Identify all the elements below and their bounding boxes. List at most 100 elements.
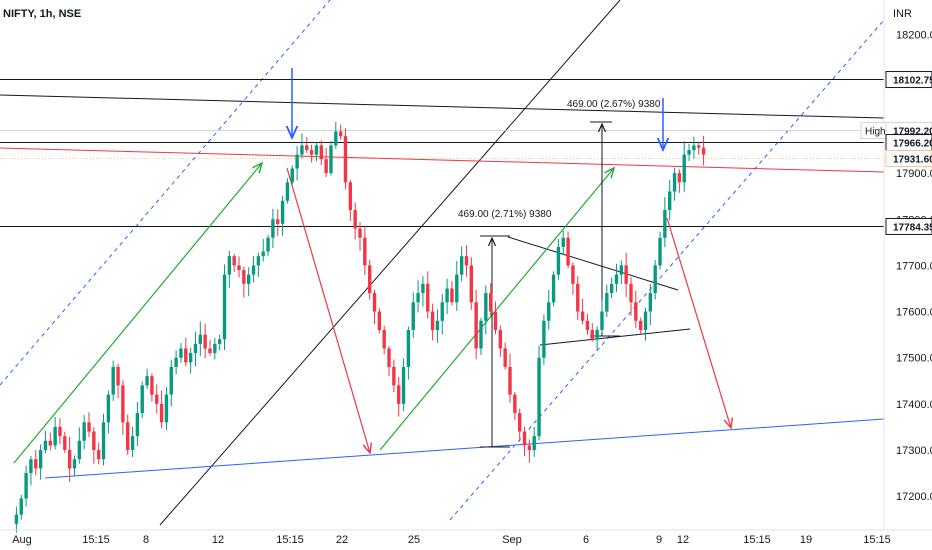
candle-body — [164, 394, 169, 423]
candle-body — [406, 330, 411, 367]
candle-body — [324, 159, 328, 174]
price-tag-box — [885, 217, 932, 235]
candle-body — [474, 302, 478, 349]
candle-body — [309, 150, 314, 155]
x-tick-label: 22 — [336, 534, 348, 546]
candle-body — [392, 366, 396, 386]
candle-body — [663, 210, 667, 238]
candle-body — [372, 293, 377, 312]
candle-body — [440, 302, 444, 321]
x-tick-label: 25 — [408, 534, 420, 546]
candle-body — [585, 320, 590, 331]
chart-title: NIFTY, 1h, NSE — [3, 8, 81, 20]
candle-body — [208, 348, 212, 354]
measure-annotation: 469.00 (2.67%) 9380 — [567, 99, 661, 110]
price-tag-label: 17992.20 — [893, 127, 932, 138]
y-tick-label: 17400.00 — [896, 399, 932, 411]
candle-body — [595, 330, 599, 340]
candle-body — [571, 265, 575, 284]
candle-body — [140, 385, 144, 414]
candle-body — [411, 302, 415, 331]
triangle-lower — [539, 328, 691, 346]
candle-body — [537, 357, 541, 437]
x-tick-label: 8 — [143, 534, 149, 546]
candle-body — [653, 265, 657, 294]
candle-body — [53, 426, 57, 446]
candles — [14, 122, 706, 533]
candle-body — [77, 440, 82, 460]
candle-body — [295, 154, 299, 169]
candle-body — [261, 251, 265, 257]
candle-body — [445, 288, 449, 303]
price-tag-label: 17966.20 — [893, 139, 932, 150]
price-tag-box — [885, 71, 932, 89]
candle-body — [503, 348, 507, 367]
price-tag-box — [885, 150, 932, 168]
price-tag-label: 17931.60 — [893, 155, 932, 166]
candle-body — [459, 256, 464, 275]
candle-body — [508, 366, 512, 395]
currency-label: INR — [893, 8, 912, 20]
price-axis[interactable]: 17200.00 17300.00 17400.00 17500.00 17600.00… — [896, 30, 932, 504]
candle-body — [96, 450, 101, 460]
candle-body — [600, 311, 604, 331]
candle-body — [338, 131, 343, 137]
candle-body — [619, 265, 624, 275]
candle-body — [692, 145, 696, 151]
candle-body — [29, 459, 33, 474]
candle-body — [319, 145, 323, 160]
candle-body — [179, 348, 183, 358]
candle-body — [484, 293, 488, 321]
candle-body — [242, 270, 246, 284]
candle-body — [542, 320, 546, 358]
candle-body — [135, 413, 140, 437]
x-tick-label: 6 — [583, 534, 589, 546]
candle-body — [266, 237, 270, 252]
candle-body — [188, 353, 193, 363]
candle-body — [576, 283, 580, 312]
overlays: 469.00 (2.67%) 9380 469.00 (2.71%) 9380 — [458, 99, 661, 220]
candle-body — [314, 145, 319, 155]
drawings — [0, 0, 885, 526]
candle-body — [285, 182, 290, 201]
candle-body — [67, 450, 72, 469]
y-tick-label: 17200.00 — [896, 491, 932, 503]
price-tags: 18102.75 17992.20 High 17966.20 17931.60 1778… — [860, 71, 932, 235]
candle-body — [367, 265, 372, 294]
candle-body — [488, 293, 493, 312]
candle-body — [605, 293, 609, 312]
candle-body — [522, 431, 527, 446]
candle-body — [213, 343, 217, 354]
candle-body — [82, 422, 86, 441]
price-tag-label: 18102.75 — [893, 76, 932, 87]
red-arrow — [666, 217, 731, 428]
candle-body — [101, 422, 106, 460]
candle-body — [527, 445, 532, 450]
candle-body — [290, 168, 294, 183]
x-tick-label: Aug — [12, 534, 32, 546]
candle-body — [121, 385, 125, 423]
time-axis[interactable]: Aug 15:15 8 12 15:15 22 25 Sep 6 9 12 15:15 19 15:15 — [12, 534, 891, 546]
candle-body — [169, 366, 173, 395]
candle-body — [276, 219, 280, 224]
price-tag-label: 17784.35 — [893, 222, 932, 233]
candle-body — [203, 334, 207, 349]
x-tick-label: 15:15 — [82, 534, 110, 546]
candle-body — [609, 283, 614, 294]
candle-body — [106, 394, 111, 423]
candle-body — [19, 498, 23, 515]
support-line — [44, 418, 885, 479]
y-tick-label: 17600.00 — [896, 307, 932, 319]
green-arrow — [13, 163, 262, 464]
candle-body — [251, 265, 256, 275]
candle-body — [513, 394, 517, 414]
candle-body — [382, 330, 386, 349]
x-tick-label: 9 — [656, 534, 662, 546]
candle-body — [629, 283, 633, 303]
candle-body — [155, 394, 159, 404]
candle-body — [377, 311, 382, 331]
candle-body — [469, 265, 473, 303]
candle-body — [63, 436, 67, 450]
